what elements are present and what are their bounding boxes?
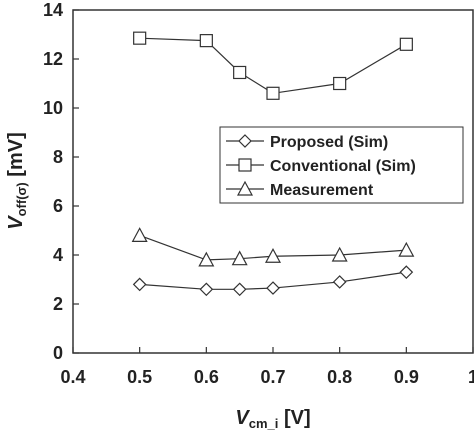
data-point-square [266,86,280,100]
x-tick-label: 0.7 [260,367,285,387]
data-point-triangle [198,251,215,267]
diamond-marker-icon [238,134,252,148]
y-axis-title-unit: [mV] [5,132,27,176]
data-point-triangle [331,246,348,262]
data-point-square [399,37,413,51]
data-point-diamond [332,275,347,289]
data-point-diamond [399,265,414,279]
series-line-0 [139,271,407,290]
x-tick-label: 0.6 [194,367,219,387]
data-point-square [333,76,347,91]
square-marker-icon [238,158,252,172]
legend-label-measurement: Measurement [270,182,374,199]
x-axis: 0.4 0.5 0.6 0.7 0.8 0.9 1 [60,347,474,387]
y-tick-label: 14 [43,0,63,20]
legend-label-proposed: Proposed (Sim) [270,134,388,151]
x-axis-title-unit: [V] [284,407,311,429]
data-point-square [233,65,247,80]
data-point-triangle [398,241,415,257]
x-tick-label: 1 [468,367,474,387]
data-point-diamond [266,281,280,295]
data-point-diamond [199,282,214,297]
x-tick-label: 0.5 [127,367,152,387]
x-axis-title: Vcm_i [V] [235,407,310,431]
series-layer [131,31,415,297]
series-line-1 [139,37,407,94]
triangle-marker-icon [236,180,254,196]
legend-item-proposed: Proposed (Sim) [226,134,388,151]
data-point-triangle [264,247,282,263]
legend-item-measurement: Measurement [226,180,374,199]
x-axis-title-sub: cm_i [249,416,279,431]
legend: Proposed (Sim) Conventional (Sim) Measur… [219,126,464,204]
data-point-square [199,34,213,48]
y-axis: 0 2 4 6 8 10 12 14 [43,0,79,363]
x-axis-title-main: V [235,407,250,429]
legend-label-conventional: Conventional (Sim) [270,158,416,175]
y-tick-label: 4 [53,245,63,265]
data-point-square [133,31,147,45]
data-point-diamond [232,282,247,297]
x-tick-label: 0.4 [60,367,85,387]
x-tick-label: 0.9 [394,367,419,387]
legend-item-conventional: Conventional (Sim) [226,158,416,175]
y-tick-label: 8 [53,147,63,167]
data-point-triangle [131,227,148,242]
y-axis-title: Voff(σ) [mV] [5,132,29,230]
y-axis-title-sub: off(σ) [14,182,29,216]
x-tick-label: 0.8 [327,367,352,387]
data-point-triangle [231,250,248,266]
data-point-diamond [132,277,147,292]
y-axis-title-main: V [5,215,27,230]
y-tick-label: 2 [53,294,63,314]
y-tick-label: 10 [43,98,63,118]
y-tick-label: 12 [43,49,63,69]
y-tick-label: 6 [53,196,63,216]
series-line-2 [139,234,407,261]
y-tick-label: 0 [53,343,63,363]
